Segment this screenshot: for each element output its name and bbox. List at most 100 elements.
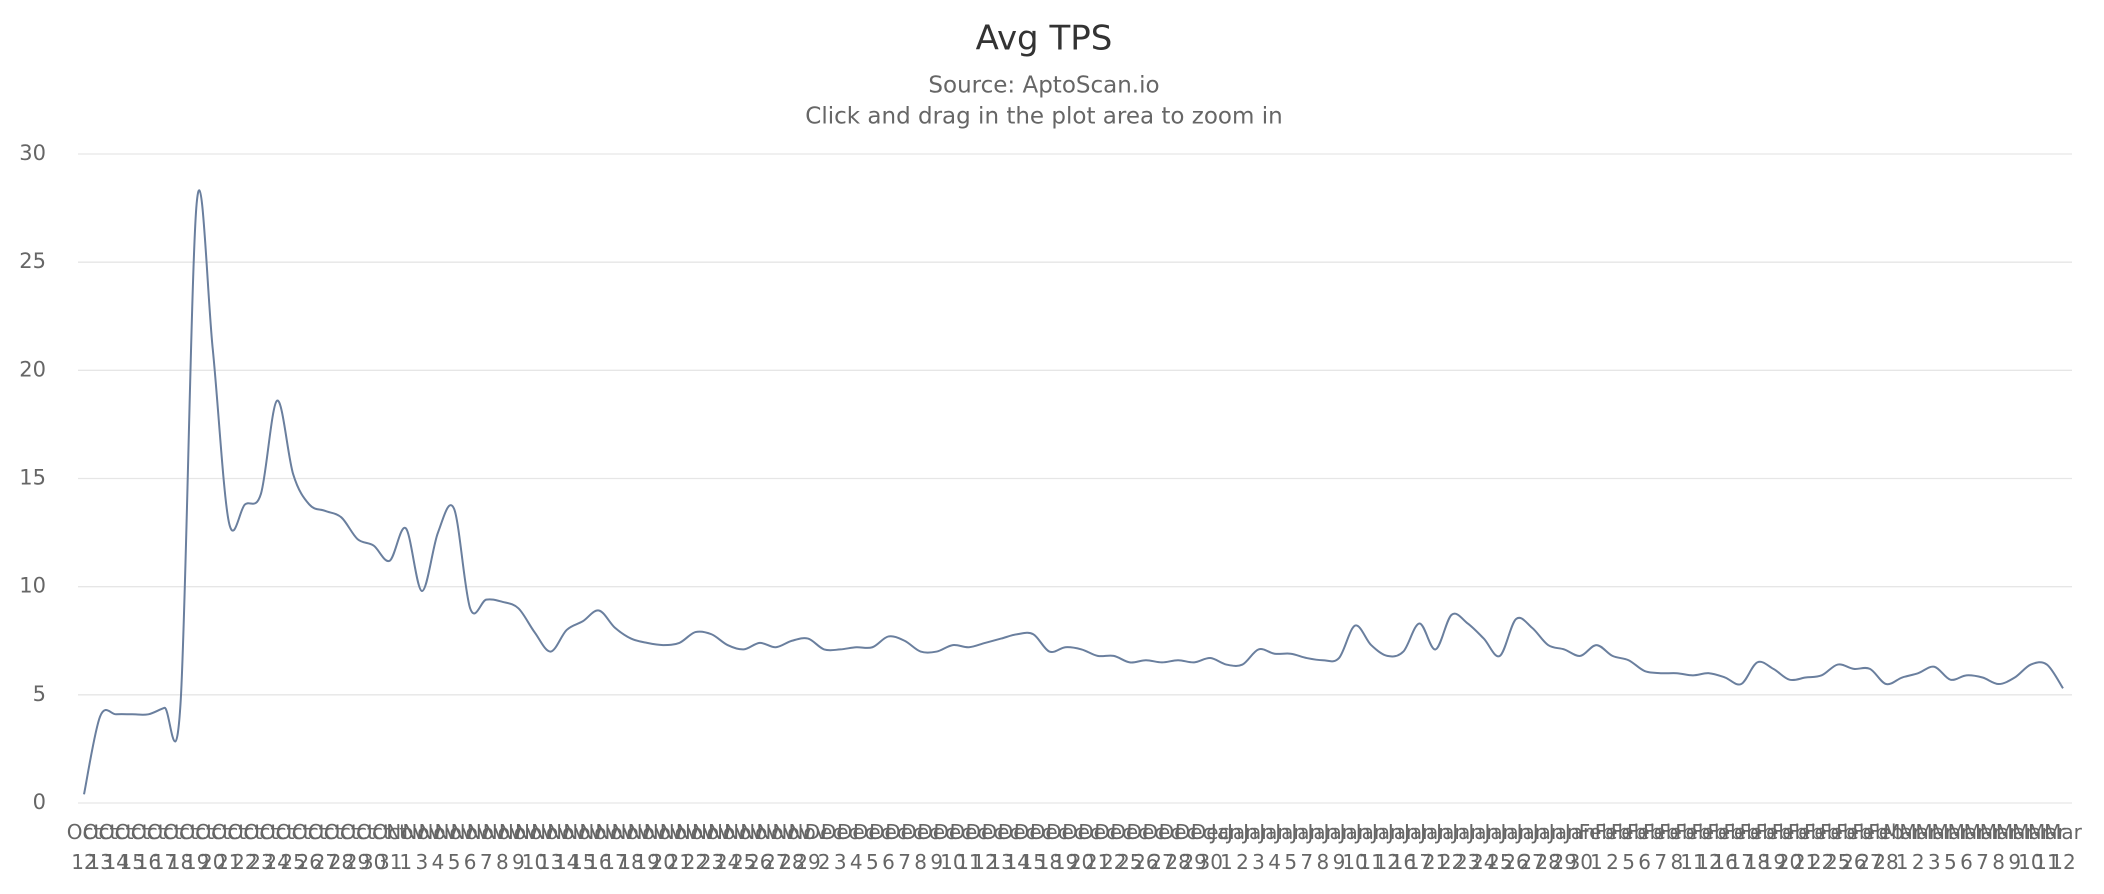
x-tick-label: Mar 9 bbox=[1996, 820, 2035, 874]
x-tick-label: Oct 24 bbox=[260, 820, 295, 874]
x-tick-label: Jan 7 bbox=[1289, 820, 1322, 874]
x-tick-label: Oct 17 bbox=[147, 820, 182, 874]
x-tick-label: Jan 27 bbox=[1515, 820, 1548, 874]
x-tick-label: Dec 20 bbox=[1062, 820, 1101, 874]
x-tick-label: Nov 7 bbox=[467, 820, 506, 874]
x-tick-label: Oct 29 bbox=[340, 820, 375, 874]
y-tick-label: 20 bbox=[19, 357, 46, 381]
x-tick-label: Jan 30 bbox=[1563, 820, 1596, 874]
x-tick-label: Jan 21 bbox=[1418, 820, 1451, 874]
x-tick-label: Feb 17 bbox=[1724, 820, 1759, 874]
x-tick-label: Dec 12 bbox=[966, 820, 1005, 874]
x-tick-label: Dec 21 bbox=[1078, 820, 1117, 874]
x-tick-label: Jan 5 bbox=[1273, 820, 1306, 874]
x-tick-label: Feb 20 bbox=[1772, 820, 1807, 874]
x-tick-label: Nov 19 bbox=[628, 820, 667, 874]
x-tick-label: Mar 6 bbox=[1948, 820, 1987, 874]
x-tick-label: Jan 16 bbox=[1386, 820, 1419, 874]
x-tick-label: Nov 16 bbox=[579, 820, 618, 874]
x-tick-label: Mar 11 bbox=[2028, 820, 2067, 874]
x-tick-label: Nov 20 bbox=[644, 820, 683, 874]
x-tick-label: Dec 30 bbox=[1191, 820, 1230, 874]
x-tick-label: Nov 29 bbox=[789, 820, 828, 874]
x-tick-label: Nov 25 bbox=[724, 820, 763, 874]
x-tick-label: Dec 15 bbox=[1014, 820, 1053, 874]
x-tick-label: Nov 24 bbox=[708, 820, 747, 874]
x-tick-label: Jan 26 bbox=[1499, 820, 1532, 874]
x-tick-label: Jan 28 bbox=[1531, 820, 1564, 874]
x-tick-label: Jan 22 bbox=[1434, 820, 1467, 874]
x-tick-label: Nov 21 bbox=[660, 820, 699, 874]
x-tick-label: Dec 3 bbox=[821, 820, 860, 874]
x-tick-label: Nov 3 bbox=[402, 820, 441, 874]
x-tick-label: Oct 28 bbox=[324, 820, 359, 874]
x-tick-label: Dec 28 bbox=[1159, 820, 1198, 874]
x-tick-label: Nov 1 bbox=[386, 820, 425, 874]
x-tick-label: Jan 24 bbox=[1466, 820, 1499, 874]
x-tick-label: Feb 2 bbox=[1595, 820, 1630, 874]
x-tick-label: Oct 30 bbox=[356, 820, 391, 874]
x-tick-label: Oct 16 bbox=[131, 820, 166, 874]
x-tick-label: Dec 27 bbox=[1143, 820, 1182, 874]
x-tick-label: Feb 5 bbox=[1611, 820, 1646, 874]
x-tick-label: Jan 23 bbox=[1450, 820, 1483, 874]
x-tick-label: Oct 12 bbox=[67, 820, 102, 874]
x-tick-label: Dec 7 bbox=[885, 820, 924, 874]
y-tick-label: 10 bbox=[19, 574, 46, 598]
x-tick-label: Mar 10 bbox=[2012, 820, 2051, 874]
x-tick-label: Nov 4 bbox=[418, 820, 457, 874]
x-tick-label: Oct 25 bbox=[276, 820, 311, 874]
x-tick-label: Feb 22 bbox=[1804, 820, 1839, 874]
x-tick-label: Feb 7 bbox=[1643, 820, 1678, 874]
x-tick-label: Feb 21 bbox=[1788, 820, 1823, 874]
x-tick-label: Oct 26 bbox=[292, 820, 327, 874]
x-tick-label: Jan 12 bbox=[1370, 820, 1403, 874]
x-tick-label: Feb 16 bbox=[1707, 820, 1742, 874]
chart-title: Avg TPS bbox=[976, 19, 1113, 59]
x-tick-label: Dec 26 bbox=[1127, 820, 1166, 874]
x-tick-label: Oct 21 bbox=[212, 820, 247, 874]
x-tick-label: Jan 3 bbox=[1241, 820, 1274, 874]
x-tick-label: Dec 4 bbox=[837, 820, 876, 874]
x-tick-label: Oct 18 bbox=[163, 820, 198, 874]
x-tick-label: Mar 7 bbox=[1964, 820, 2003, 874]
x-tick-label: Oct 31 bbox=[372, 820, 407, 874]
x-tick-label: Oct 27 bbox=[308, 820, 343, 874]
x-tick-label: Nov 17 bbox=[595, 820, 634, 874]
x-tick-label: Nov 13 bbox=[531, 820, 570, 874]
x-tick-label: Nov 15 bbox=[563, 820, 602, 874]
x-tick-label: Oct 20 bbox=[195, 820, 230, 874]
series-line bbox=[83, 189, 2064, 795]
x-tick-label: Nov 22 bbox=[676, 820, 715, 874]
x-tick-label: Oct 13 bbox=[83, 820, 118, 874]
x-tick-label: Mar 1 bbox=[1883, 820, 1922, 874]
x-tick-label: Feb 11 bbox=[1675, 820, 1710, 874]
x-tick-label: Mar 2 bbox=[1899, 820, 1938, 874]
x-tick-label: Feb 12 bbox=[1691, 820, 1726, 874]
x-tick-label: Jan 8 bbox=[1305, 820, 1338, 874]
y-tick-label: 0 bbox=[33, 790, 46, 814]
x-tick-label: Mar 12 bbox=[2044, 820, 2083, 874]
x-tick-label: Jan 9 bbox=[1322, 820, 1355, 874]
x-tick-label: Dec 25 bbox=[1110, 820, 1149, 874]
x-tick-label: Jan 4 bbox=[1257, 820, 1290, 874]
x-tick-label: Dec 6 bbox=[869, 820, 908, 874]
x-tick-label: Dec 8 bbox=[901, 820, 940, 874]
x-tick-label: Nov 18 bbox=[612, 820, 651, 874]
x-tick-label: Jan 29 bbox=[1547, 820, 1580, 874]
x-tick-label: Feb 25 bbox=[1820, 820, 1855, 874]
x-tick-label: Dec 5 bbox=[853, 820, 892, 874]
x-tick-label: Feb 26 bbox=[1836, 820, 1871, 874]
x-tick-label: Nov 28 bbox=[772, 820, 811, 874]
x-tick-label: Dec 14 bbox=[998, 820, 1037, 874]
x-tick-label: Mar 3 bbox=[1915, 820, 1954, 874]
x-tick-label: Nov 26 bbox=[740, 820, 779, 874]
x-tick-label: Dec 10 bbox=[933, 820, 972, 874]
x-tick-label: Dec 2 bbox=[805, 820, 844, 874]
y-tick-label: 5 bbox=[33, 682, 46, 706]
x-tick-label: Jan 1 bbox=[1209, 820, 1242, 874]
x-tick-label: Oct 15 bbox=[115, 820, 150, 874]
x-tick-label: Jan 17 bbox=[1402, 820, 1435, 874]
x-tick-label: Nov 9 bbox=[499, 820, 538, 874]
x-tick-label: Oct 23 bbox=[244, 820, 279, 874]
